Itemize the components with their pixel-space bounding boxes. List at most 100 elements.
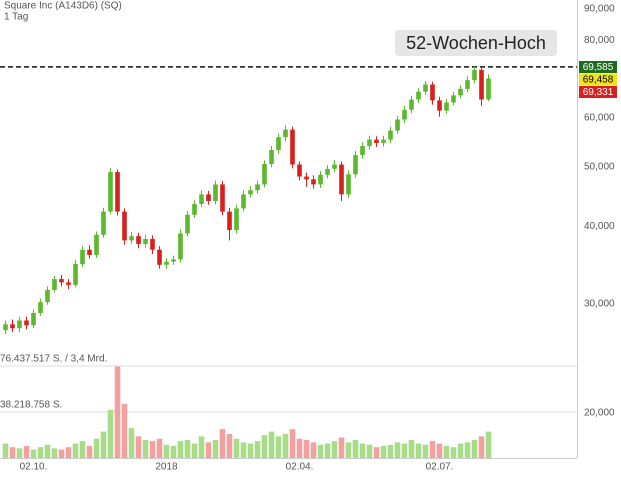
y-tick-label: 30,000 [584, 299, 615, 310]
candle-body [465, 80, 470, 89]
candle-body [115, 172, 120, 212]
candle-body [402, 109, 407, 120]
volume-bar [198, 436, 205, 458]
volume-bar [366, 444, 373, 458]
volume-bar [324, 443, 331, 458]
volume-bar [30, 449, 37, 458]
y-tick-label: 90,000 [584, 3, 615, 14]
candle-body [143, 238, 148, 244]
x-tick-label: 02.04. [286, 462, 314, 473]
volume-bar [331, 441, 338, 458]
volume-bar [310, 442, 317, 458]
annotation: 52-Wochen-Hoch [406, 33, 546, 53]
volume-bar [261, 435, 268, 458]
volume-bar [394, 442, 401, 458]
volume-bar [352, 439, 359, 458]
volume-bar [233, 438, 240, 458]
volume-bar [289, 429, 296, 458]
volume-bar [457, 443, 464, 458]
volume-bar [58, 449, 65, 458]
volume-bar [303, 439, 310, 458]
volume-bar [107, 409, 114, 458]
candle-body [157, 249, 162, 265]
volume-bar [401, 443, 408, 458]
volume-bar [345, 442, 352, 458]
volume-bar [114, 366, 121, 458]
candle-body [325, 168, 330, 175]
candle-body [17, 320, 22, 329]
candle-body [31, 312, 36, 326]
volume-bar [93, 438, 100, 458]
volume-bar [359, 443, 366, 458]
volume-bar [429, 441, 436, 458]
volume-bar [450, 447, 457, 458]
volume-tick-label: 38.218.758 S. [0, 400, 62, 411]
volume-bar [226, 433, 233, 458]
candle-body [171, 259, 176, 262]
candle-body [346, 174, 351, 195]
volume-bar [51, 448, 58, 458]
candle-body [290, 129, 295, 165]
candle-body [437, 100, 442, 111]
candle-body [262, 163, 267, 185]
candle-body [129, 236, 134, 241]
candle-body [339, 164, 344, 195]
candle-body [164, 261, 169, 265]
volume-bar [387, 444, 394, 458]
candle-body [38, 302, 43, 313]
candle-body [276, 137, 281, 151]
volume-bar [37, 447, 44, 458]
candle-body [73, 264, 78, 285]
candle-body [360, 146, 365, 156]
candle-body [122, 211, 127, 241]
candle-body [304, 176, 309, 180]
volume-bar [240, 442, 247, 458]
candle-body [332, 164, 337, 169]
volume-bar [436, 443, 443, 458]
candle-body [388, 130, 393, 140]
chart-subtitle: 1 Tag [4, 12, 28, 23]
candle-body [87, 249, 92, 255]
price-badge [579, 86, 617, 98]
volume-bar [142, 439, 149, 458]
volume-bar [191, 443, 198, 458]
volume-bar [275, 436, 282, 458]
candle-body [227, 211, 232, 230]
candle-body [395, 119, 400, 131]
candle-body [430, 84, 435, 101]
volume-bar [415, 443, 422, 458]
candle-body [94, 234, 99, 255]
volume-bar [422, 444, 429, 458]
volume-bar [247, 443, 254, 458]
candle-body [318, 174, 323, 185]
volume-bar [471, 439, 478, 458]
volume-bar [282, 433, 289, 458]
volume-bar [219, 429, 226, 458]
candle-body [59, 279, 64, 283]
volume-bar [317, 444, 324, 458]
candle-body [416, 91, 421, 100]
candle-body [45, 289, 50, 303]
price-badge [579, 73, 617, 86]
candle-body [458, 88, 463, 96]
candle-body [52, 279, 57, 290]
y-tick-label: 60,000 [584, 112, 615, 123]
volume-bar [373, 447, 380, 458]
volume-bar [23, 445, 30, 458]
volume-bar [100, 431, 107, 458]
candle-body [297, 164, 302, 177]
candle-body [101, 211, 106, 235]
volume-bar [485, 431, 492, 458]
candle-body [136, 236, 141, 244]
annotation-box [395, 30, 557, 56]
volume-bar [268, 431, 275, 458]
candle-body [185, 214, 190, 234]
y-tick-label: 50,000 [584, 161, 615, 172]
candle-body [108, 172, 113, 212]
volume-bar [177, 441, 184, 458]
volume-bar [205, 442, 212, 458]
volume-bar [170, 445, 177, 458]
candle-body [3, 324, 8, 331]
candle-body [311, 179, 316, 185]
